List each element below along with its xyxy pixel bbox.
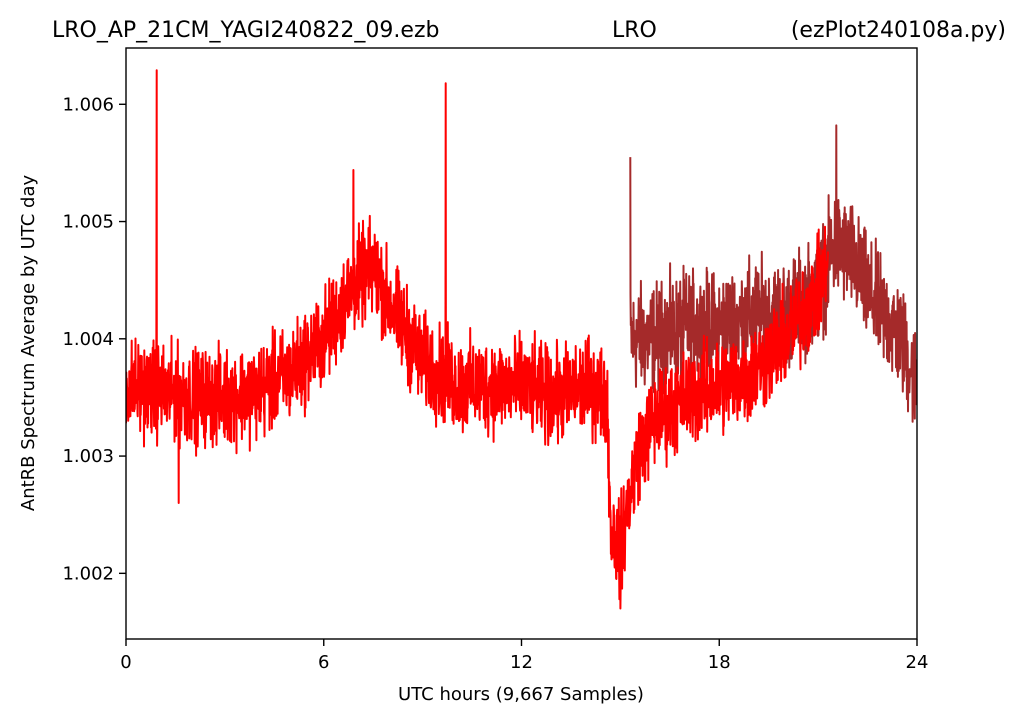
y-tick-label: 1.005 [62, 212, 114, 233]
x-tick-label: 6 [318, 652, 329, 673]
chart-title-right: (ezPlot240108a.py) [791, 18, 1006, 43]
series-line-2 [126, 69, 829, 610]
y-tick-label: 1.003 [62, 446, 114, 467]
y-tick-label: 1.006 [62, 94, 114, 115]
x-tick-label: 18 [708, 652, 731, 673]
y-axis: 1.002 1.003 1.004 1.005 1.006 [62, 94, 126, 584]
chart-title-left: LRO_AP_21CM_YAGI240822_09.ezb [52, 18, 439, 43]
chart-title-center: LRO [612, 18, 657, 43]
y-tick-label: 1.002 [62, 563, 114, 584]
x-axis-label: UTC hours (9,667 Samples) [398, 684, 644, 705]
x-tick-label: 24 [906, 652, 929, 673]
series-layer [126, 69, 917, 610]
series-line-1 [629, 124, 917, 423]
x-tick-label: 0 [120, 652, 131, 673]
y-axis-label: AntRB Spectrum Average by UTC day [18, 175, 39, 512]
x-tick-label: 12 [510, 652, 533, 673]
y-tick-label: 1.004 [62, 329, 114, 350]
x-axis: 0 6 12 18 24 [120, 639, 928, 673]
